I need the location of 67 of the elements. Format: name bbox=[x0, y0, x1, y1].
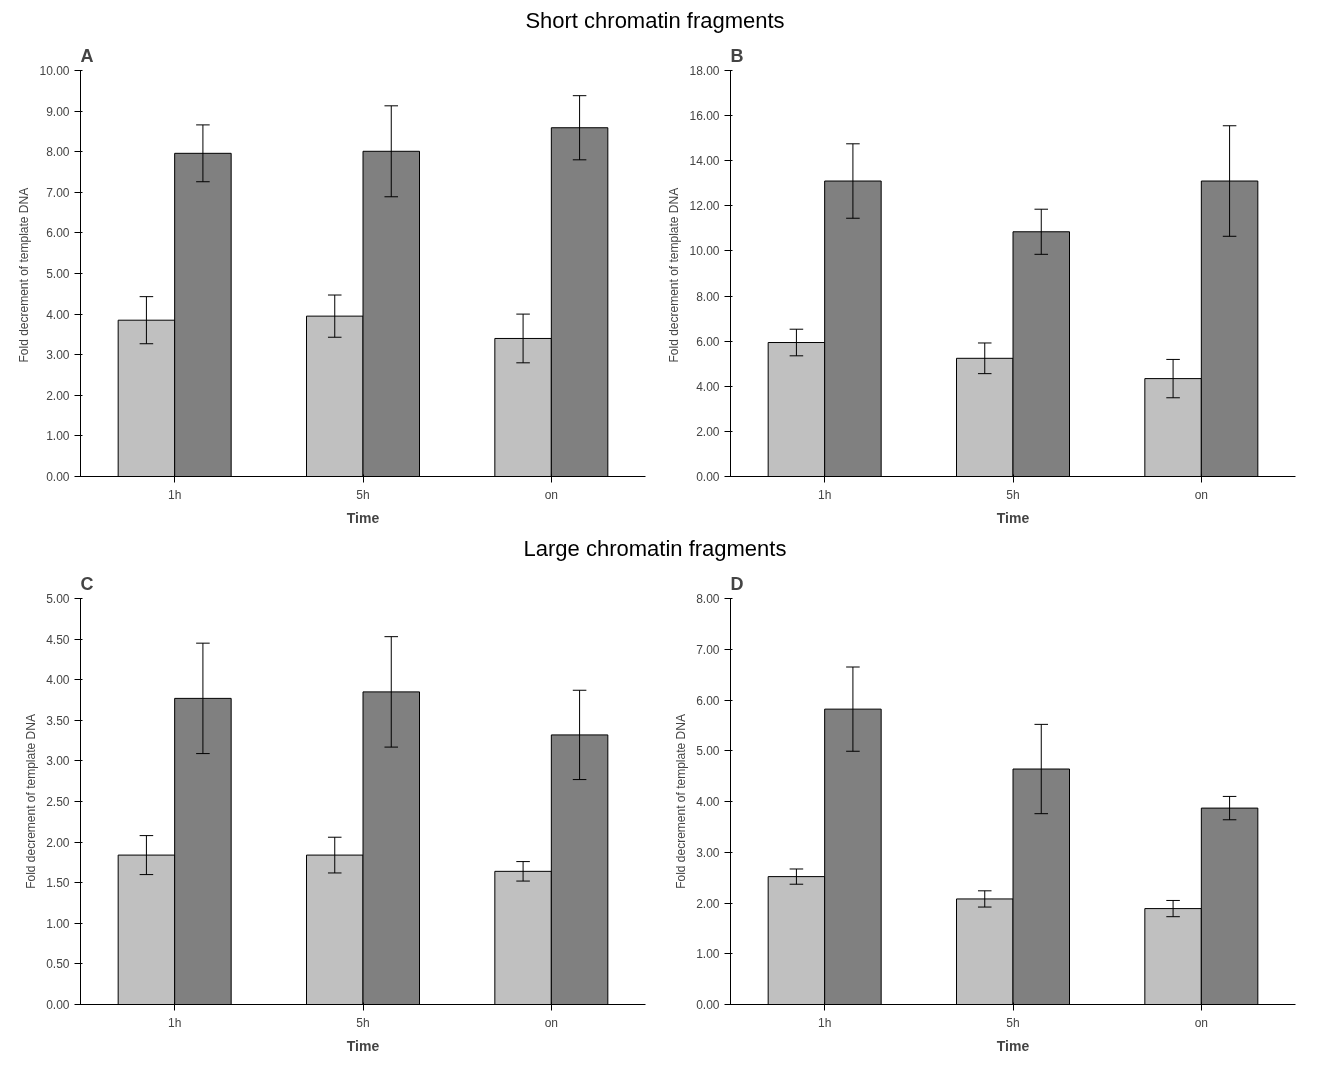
y-tick-label: 4.00 bbox=[46, 307, 70, 322]
y-tick-label: 7.00 bbox=[46, 185, 70, 200]
x-tick-label: on bbox=[544, 1015, 559, 1030]
x-tick-label: 5h bbox=[1006, 487, 1020, 502]
y-tick-label: 8.00 bbox=[696, 592, 720, 606]
y-tick-label: 3.00 bbox=[46, 754, 70, 769]
chart-title: B bbox=[730, 45, 744, 66]
y-tick-label: 2.50 bbox=[46, 795, 70, 809]
y-tick-label: 4.00 bbox=[696, 379, 720, 394]
x-axis-title: Time bbox=[346, 1037, 380, 1054]
y-tick-label: 3.00 bbox=[696, 845, 720, 860]
y-tick-label: 1.50 bbox=[46, 876, 70, 891]
x-tick-label: 1h bbox=[167, 487, 182, 502]
x-tick-label: 1h bbox=[817, 487, 832, 502]
y-tick-label: 2.00 bbox=[696, 896, 720, 911]
y-tick-label: 18.00 bbox=[689, 64, 720, 78]
x-tick-label: 1h bbox=[167, 1015, 182, 1030]
y-tick-label: 6.00 bbox=[696, 693, 720, 708]
y-tick-label: 0.00 bbox=[46, 998, 70, 1012]
y-axis-title: Fold decrement of template DNA bbox=[667, 187, 682, 363]
y-tick-label: 0.50 bbox=[46, 957, 70, 972]
y-tick-label: 3.50 bbox=[46, 713, 70, 728]
y-tick-label: 4.50 bbox=[46, 632, 70, 647]
y-tick-label: 9.00 bbox=[46, 104, 70, 119]
text: Large chromatin fragments bbox=[523, 535, 787, 563]
y-tick-label: 8.00 bbox=[696, 289, 720, 304]
y-tick-label: 0.00 bbox=[46, 470, 70, 484]
y-axis-title: Fold decrement of template DNA bbox=[674, 714, 689, 889]
y-tick-label: 4.00 bbox=[46, 673, 70, 688]
x-tick-label: on bbox=[544, 487, 559, 502]
x-axis-title: Time bbox=[996, 1037, 1030, 1054]
y-axis-title: Fold decrement of template DNA bbox=[17, 187, 32, 363]
y-tick-label: 0.00 bbox=[696, 470, 720, 484]
y-tick-label: 5.00 bbox=[696, 744, 720, 759]
y-tick-label: 2.00 bbox=[46, 835, 70, 850]
y-axis-title: Fold decrement of template DNA bbox=[24, 714, 39, 889]
x-tick-label: 5h bbox=[1006, 1015, 1020, 1030]
y-tick-label: 0.00 bbox=[696, 998, 720, 1012]
y-tick-label: 5.00 bbox=[46, 592, 70, 606]
x-tick-label: on bbox=[1194, 1015, 1209, 1030]
y-tick-label: 10.00 bbox=[39, 64, 70, 78]
x-tick-label: on bbox=[1194, 487, 1209, 502]
y-tick-label: 2.00 bbox=[46, 388, 70, 403]
y-tick-label: 1.00 bbox=[696, 947, 720, 962]
y-tick-label: 10.00 bbox=[689, 244, 720, 259]
y-tick-label: 1.00 bbox=[46, 429, 70, 444]
y-tick-label: 6.00 bbox=[696, 334, 720, 349]
x-axis-title: Time bbox=[346, 509, 380, 526]
y-tick-label: 14.00 bbox=[689, 154, 720, 169]
y-tick-label: 8.00 bbox=[46, 145, 70, 160]
text: Short chromatin fragments bbox=[525, 7, 785, 35]
y-tick-label: 6.00 bbox=[46, 226, 70, 241]
y-tick-label: 5.00 bbox=[46, 267, 70, 281]
y-tick-label: 16.00 bbox=[689, 109, 720, 124]
chart-title: A bbox=[80, 45, 94, 66]
chart-title: D bbox=[730, 573, 744, 594]
y-tick-label: 7.00 bbox=[696, 642, 720, 657]
y-tick-label: 4.00 bbox=[696, 795, 720, 809]
y-tick-label: 2.00 bbox=[696, 424, 720, 439]
x-axis-title: Time bbox=[996, 509, 1030, 526]
y-tick-label: 3.00 bbox=[46, 348, 70, 363]
y-tick-label: 12.00 bbox=[689, 199, 720, 214]
y-tick-label: 1.00 bbox=[46, 916, 70, 931]
chart-title: C bbox=[80, 573, 94, 594]
x-tick-label: 1h bbox=[817, 1015, 832, 1030]
x-tick-label: 5h bbox=[356, 1015, 370, 1030]
x-tick-label: 5h bbox=[356, 487, 370, 502]
